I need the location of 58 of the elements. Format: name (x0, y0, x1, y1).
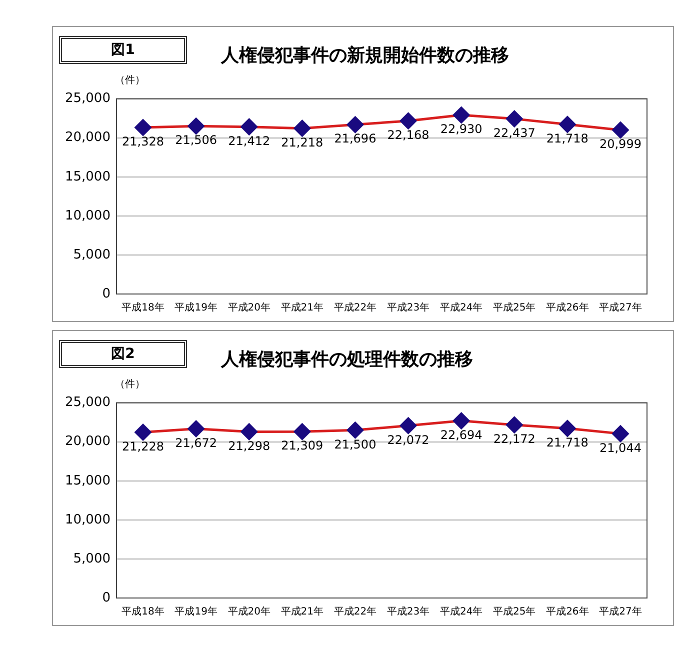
data-label: 21,672 (175, 436, 218, 450)
x-tick-label: 平成19年 (174, 302, 218, 314)
data-label: 21,309 (281, 438, 324, 453)
y-tick-label: 20,000 (64, 434, 110, 450)
chart-title: 人権侵犯事件の処理件数の推移 (221, 348, 473, 371)
data-label: 21,044 (599, 440, 642, 455)
y-tick-label: 25,000 (64, 91, 110, 106)
data-label: 22,172 (493, 432, 536, 446)
y-tick-label: 20,000 (64, 130, 110, 146)
x-tick-label: 平成25年 (493, 302, 536, 314)
x-tick-label: 平成24年 (440, 302, 483, 314)
data-label: 21,718 (546, 132, 588, 146)
y-axis-title: （件） (115, 74, 146, 86)
chart-title: 人権侵犯事件の新規開始件数の推移 (221, 44, 509, 67)
x-tick-label: 平成20年 (228, 606, 270, 618)
data-label: 21,228 (122, 439, 164, 454)
data-label: 22,694 (440, 428, 482, 442)
x-tick-label: 平成26年 (546, 302, 589, 314)
data-label: 22,437 (493, 126, 536, 140)
x-tick-label: 平成23年 (386, 606, 430, 618)
y-tick-label: 0 (102, 286, 110, 302)
data-label: 22,072 (387, 432, 430, 447)
y-tick-label: 5,000 (73, 551, 110, 566)
x-tick-label: 平成22年 (334, 302, 377, 314)
data-label: 21,718 (546, 436, 588, 450)
data-label: 21,298 (228, 438, 270, 453)
data-label: 22,168 (387, 128, 430, 142)
x-tick-label: 平成19年 (174, 606, 218, 618)
y-axis-title: （件） (115, 378, 146, 390)
data-label: 21,500 (334, 437, 376, 452)
data-label: 21,218 (281, 135, 324, 150)
y-tick-label: 10,000 (64, 208, 110, 224)
x-tick-label: 平成25年 (493, 606, 536, 618)
data-label: 20,999 (599, 137, 642, 152)
y-tick-label: 25,000 (64, 395, 110, 410)
x-tick-label: 平成21年 (280, 302, 324, 314)
y-tick-label: 5,000 (73, 247, 110, 262)
data-label: 21,328 (122, 134, 164, 149)
caption: 図2 (59, 340, 187, 368)
x-tick-label: 平成23年 (386, 302, 430, 314)
caption: 図1 (59, 36, 187, 64)
data-label: 21,696 (334, 132, 376, 146)
x-tick-label: 平成22年 (334, 606, 377, 618)
y-tick-label: 0 (102, 590, 110, 606)
x-tick-label: 平成18年 (122, 302, 164, 314)
x-tick-label: 平成20年 (228, 302, 270, 314)
x-tick-label: 平成27年 (599, 606, 642, 618)
x-tick-label: 平成27年 (599, 302, 642, 314)
y-tick-label: 15,000 (64, 169, 110, 184)
data-label: 21,412 (228, 134, 270, 148)
x-tick-label: 平成24年 (440, 606, 483, 618)
x-tick-label: 平成26年 (546, 606, 589, 618)
x-tick-label: 平成18年 (122, 606, 164, 618)
data-label: 21,506 (175, 133, 218, 148)
x-tick-label: 平成21年 (280, 606, 324, 618)
y-tick-label: 15,000 (64, 473, 110, 488)
data-label: 22,930 (440, 122, 482, 136)
y-tick-label: 10,000 (64, 512, 110, 528)
